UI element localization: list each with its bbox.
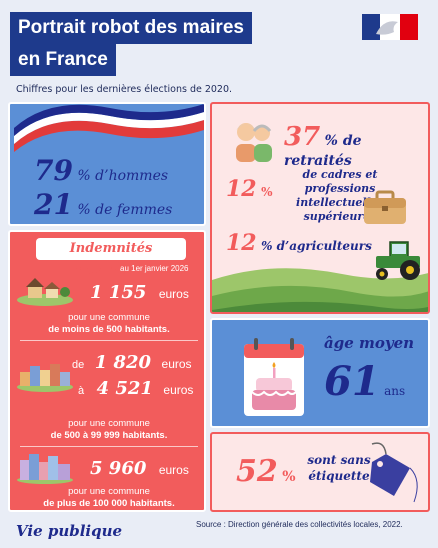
tier3-amount-row: 5 960 euros <box>90 458 189 479</box>
town-icon <box>17 364 73 392</box>
tier2-line2: de 500 à 99 999 habitants. <box>50 430 168 441</box>
executives-stat: 12 % <box>226 176 272 202</box>
tier1-line1: pour une commune <box>68 312 150 323</box>
women-pct: 21 <box>34 188 73 221</box>
no-label-pct: 52 <box>236 454 278 489</box>
title-line-1: Portrait robot des maires <box>18 17 244 38</box>
age-unit: ans <box>384 384 406 398</box>
women-label: % de femmes <box>77 202 173 218</box>
executives-label-1: de cadres et professions <box>302 168 378 195</box>
tier2-desc: pour une commune de 500 à 99 999 habitan… <box>10 418 204 442</box>
brand-logo: Vie publique <box>16 522 123 540</box>
birthday-calendar-icon <box>244 338 304 416</box>
tier2-from-amount: 1 820 <box>94 352 152 373</box>
men-label: % d’hommes <box>77 168 169 184</box>
price-tag-icon <box>370 442 418 503</box>
tricolor-ribbon-icon <box>14 104 204 152</box>
retired-pct: 37 <box>284 122 321 152</box>
age-stat: 61 ans <box>324 358 405 405</box>
tier3-unit: euros <box>158 463 189 477</box>
retired-label: % de retraités <box>284 133 362 169</box>
men-stat: 79 % d’hommes <box>34 154 168 187</box>
fields-icon <box>212 268 428 312</box>
no-label-text-1: sont sans <box>307 453 371 467</box>
tier2-to-unit: euros <box>163 383 194 397</box>
executives-label: de cadres et professions intellectuelles… <box>280 168 400 224</box>
retired-couple-icon <box>236 123 272 162</box>
age-panel: âge moyen 61 ans <box>210 318 430 428</box>
no-label-text-2: étiquette <box>308 469 370 483</box>
indemnities-panel: Indemnités maximales au 1er janvier 2026… <box>8 230 206 512</box>
page-subtitle: Chiffres pour les dernières élections de… <box>16 84 233 95</box>
executives-label-2: intellectuelles <box>296 196 384 209</box>
professions-panel: 37 % de retraités 12 % de cadres et prof… <box>210 102 430 314</box>
farmers-pct: 12 <box>226 230 257 256</box>
page-title-line2-box: en France <box>10 44 116 76</box>
gender-panel: 79 % d’hommes 21 % de femmes <box>8 102 206 226</box>
tier1-amount-row: 1 155 euros <box>90 282 189 303</box>
tier1-amount: 1 155 <box>90 282 147 303</box>
marianne-logo <box>362 14 418 40</box>
executives-label-3: supérieures <box>303 210 377 223</box>
women-stat: 21 % de femmes <box>34 188 172 221</box>
briefcase-icon <box>364 190 406 224</box>
city-icon <box>17 454 73 484</box>
tier3-line1: pour une commune <box>68 486 150 497</box>
tier2-from-word: de <box>72 359 85 371</box>
tier2-from-row: de 1 820 euros <box>72 352 192 373</box>
tier2-to-amount: 4 521 <box>96 378 153 399</box>
indemnities-title: Indemnités maximales <box>69 241 153 278</box>
farmers-label: % d’agriculteurs <box>261 239 372 253</box>
tier3-desc: pour une commune de plus de 100 000 habi… <box>10 486 204 510</box>
tier2-to-word: à <box>78 385 85 397</box>
executives-pct: 12 <box>226 176 257 202</box>
age-value: 61 <box>324 358 380 405</box>
no-label-text: sont sans étiquette <box>306 452 372 484</box>
retired-stat: 37 % de retraités <box>284 122 428 170</box>
tier2-to-row: à 4 521 euros <box>78 378 193 399</box>
tractor-icon <box>376 241 420 280</box>
tier1-line2: de moins de 500 habitants. <box>48 324 170 335</box>
no-label-panel: 52 % sont sans étiquette <box>210 432 430 512</box>
age-label: âge moyen <box>324 334 415 352</box>
no-label-stat: 52 % <box>236 454 296 489</box>
tier2-line1: pour une commune <box>68 418 150 429</box>
tier1-unit: euros <box>158 287 189 301</box>
source-note: Source : Direction générale des collecti… <box>196 520 403 529</box>
men-pct: 79 <box>34 154 73 187</box>
divider-2 <box>20 446 198 447</box>
page-title: Portrait robot des maires <box>10 12 252 44</box>
indemnities-title-box: Indemnités maximales <box>36 238 186 278</box>
executives-pct-sign: % <box>261 185 273 199</box>
indemnities-date: au 1er janvier 2026 <box>120 264 189 273</box>
divider-1 <box>20 340 198 341</box>
farmers-stat: 12 % d’agriculteurs <box>226 230 372 256</box>
tier3-amount: 5 960 <box>90 458 147 479</box>
title-line-2: en France <box>18 49 108 70</box>
no-label-pct-sign: % <box>282 469 296 485</box>
tier3-line2: de plus de 100 000 habitants. <box>43 498 175 509</box>
village-icon <box>17 278 73 306</box>
tier2-from-unit: euros <box>161 357 192 371</box>
tier1-desc: pour une commune de moins de 500 habitan… <box>10 312 204 336</box>
